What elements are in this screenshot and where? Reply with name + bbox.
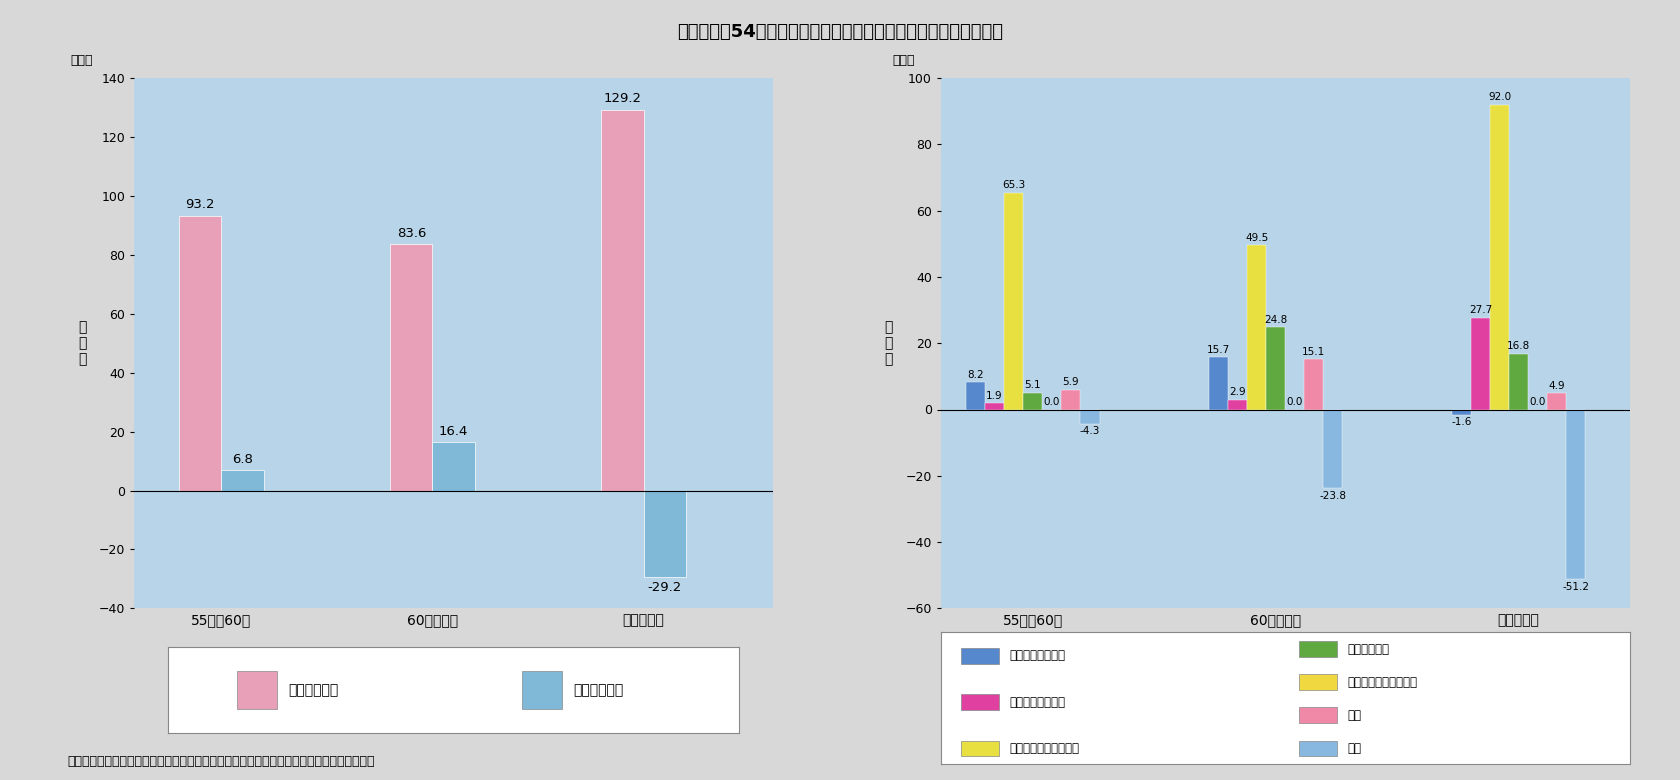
Bar: [1267, 328, 1285, 410]
Text: 16.4: 16.4: [438, 425, 469, 438]
Text: 5.9: 5.9: [1063, 378, 1079, 388]
Bar: [522, 672, 563, 709]
Bar: [1228, 400, 1247, 410]
Bar: [1299, 740, 1337, 757]
Bar: [1210, 357, 1228, 410]
Text: 中間需要要因: 中間需要要因: [287, 683, 338, 697]
Text: 民間最終消費: 民間最終消費: [1347, 643, 1389, 655]
Bar: [984, 403, 1005, 410]
Bar: [1299, 707, 1337, 723]
Bar: [1566, 410, 1586, 580]
Text: 2.9: 2.9: [1230, 387, 1247, 397]
Text: -1.6: -1.6: [1452, 417, 1472, 427]
Bar: [180, 216, 222, 491]
Text: 輸出: 輸出: [1347, 709, 1361, 722]
Text: 49.5: 49.5: [1245, 232, 1268, 243]
Bar: [222, 470, 264, 491]
Text: （％）: （％）: [71, 55, 92, 67]
Text: 5.1: 5.1: [1025, 380, 1042, 390]
Bar: [1304, 360, 1324, 410]
Text: 83.6: 83.6: [396, 227, 427, 239]
Text: 0.0: 0.0: [1287, 397, 1304, 407]
Bar: [1452, 410, 1472, 415]
Text: 最終需要要因: 最終需要要因: [573, 683, 623, 697]
Text: 第３－２－54図　国際電気通信業の国内生産額の成長の要因分解: 第３－２－54図 国際電気通信業の国内生産額の成長の要因分解: [677, 23, 1003, 41]
Y-axis label: 寄
与
率: 寄 与 率: [885, 320, 892, 367]
Bar: [1324, 410, 1342, 488]
Text: 15.1: 15.1: [1302, 347, 1326, 356]
Text: 8.2: 8.2: [968, 370, 984, 380]
Text: -4.3: -4.3: [1080, 427, 1100, 436]
Text: -29.2: -29.2: [647, 581, 682, 594]
Bar: [1023, 392, 1042, 410]
Bar: [1472, 317, 1490, 410]
Bar: [1247, 246, 1267, 410]
Y-axis label: 寄
与
率: 寄 与 率: [79, 320, 86, 367]
Text: 129.2: 129.2: [603, 92, 642, 105]
Text: 中間投入係数変化要因: 中間投入係数変化要因: [1010, 742, 1080, 755]
Text: 6.8: 6.8: [232, 453, 254, 466]
Bar: [1509, 354, 1529, 410]
Text: 1.9: 1.9: [986, 391, 1003, 401]
Text: 27.7: 27.7: [1468, 305, 1492, 315]
Bar: [1547, 393, 1566, 410]
Bar: [966, 382, 984, 410]
Text: 輸入: 輸入: [1347, 742, 1361, 755]
Text: 93.2: 93.2: [185, 198, 215, 211]
Text: 92.0: 92.0: [1488, 92, 1510, 102]
Text: -51.2: -51.2: [1562, 582, 1589, 592]
Text: 15.7: 15.7: [1206, 345, 1230, 355]
Bar: [601, 110, 643, 491]
Bar: [643, 491, 685, 576]
Bar: [1062, 390, 1080, 410]
Text: -23.8: -23.8: [1319, 491, 1346, 501]
Bar: [1005, 193, 1023, 410]
Text: 0.0: 0.0: [1043, 397, 1060, 407]
Bar: [1080, 410, 1099, 424]
Text: 4.9: 4.9: [1549, 381, 1566, 391]
Bar: [1490, 105, 1509, 410]
Bar: [237, 672, 277, 709]
Text: 0.0: 0.0: [1529, 397, 1546, 407]
Bar: [390, 244, 432, 491]
Text: 65.3: 65.3: [1001, 180, 1025, 190]
Bar: [961, 647, 1000, 664]
Bar: [1299, 641, 1337, 657]
Bar: [961, 694, 1000, 710]
Text: 24.8: 24.8: [1263, 314, 1287, 324]
Bar: [961, 740, 1000, 757]
Bar: [432, 442, 475, 491]
Text: （％）: （％）: [892, 55, 916, 67]
Text: 固定資本形成（民間）: 固定資本形成（民間）: [1347, 675, 1418, 689]
Text: 16.8: 16.8: [1507, 341, 1530, 351]
Bar: [1299, 674, 1337, 690]
Text: 中間需要規模要因: 中間需要規模要因: [1010, 649, 1065, 662]
Text: 産業構造変化要因: 産業構造変化要因: [1010, 696, 1065, 708]
Text: 郵政省資料、産業連関表（総務庁）、産業連関表（延長表）　（通商産業省）等により作成: 郵政省資料、産業連関表（総務庁）、産業連関表（延長表） （通商産業省）等により作…: [67, 755, 375, 768]
